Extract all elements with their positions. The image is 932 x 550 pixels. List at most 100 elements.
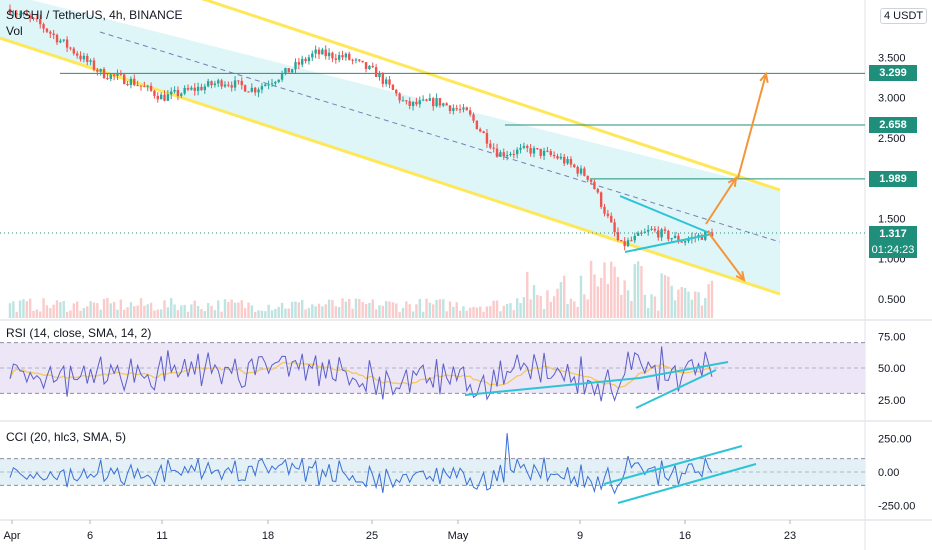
x-tick-label: 23	[784, 530, 796, 542]
candle-body	[200, 86, 203, 91]
volume-bar	[468, 307, 472, 318]
candle-body	[529, 147, 532, 154]
volume-bar	[505, 303, 509, 318]
candle-body	[153, 90, 156, 96]
rsi-label[interactable]: RSI (14, close, SMA, 14, 2)	[6, 326, 152, 340]
candle-body	[384, 79, 388, 84]
volume-bar	[515, 298, 519, 318]
volume-bar	[327, 299, 331, 318]
candle-body	[227, 84, 230, 86]
candle-body	[337, 55, 341, 60]
volume-bar	[75, 301, 79, 318]
volume-bar	[250, 305, 254, 318]
candle-body	[8, 8, 12, 14]
cci-tick-label: 0.00	[878, 467, 899, 479]
volume-bar	[583, 294, 586, 318]
candle-body	[75, 53, 79, 56]
volume-bar	[280, 302, 284, 318]
volume-label[interactable]: Vol	[6, 24, 23, 38]
candle-body	[314, 49, 317, 54]
volume-bar	[650, 294, 653, 318]
candle-body	[515, 149, 519, 155]
volume-bar	[636, 261, 640, 318]
volume-bar	[573, 301, 576, 318]
candle-body	[206, 81, 210, 87]
volume-bar	[707, 284, 710, 318]
price-tick-label: 3.500	[878, 52, 906, 64]
volume-bar	[159, 309, 163, 318]
currency-button[interactable]: 4 USDT	[880, 8, 928, 24]
candle-body	[519, 147, 522, 150]
volume-bar	[230, 299, 233, 318]
price-tick-label: 3.000	[878, 93, 906, 105]
volume-bar	[388, 301, 391, 318]
volume-bar	[290, 301, 294, 318]
candle-body	[546, 150, 549, 152]
triangle-lower-line	[624, 233, 713, 253]
candle-body	[106, 78, 109, 80]
candle-body	[650, 228, 653, 230]
volume-bar	[677, 289, 680, 318]
candle-body	[25, 12, 28, 16]
volume-bar	[69, 310, 72, 318]
volume-bar	[710, 280, 714, 318]
candle-body	[49, 31, 52, 34]
candle-body	[267, 84, 270, 86]
volume-bar	[294, 301, 297, 318]
candle-body	[455, 108, 458, 110]
x-tick-label: May	[448, 530, 469, 542]
candle-body	[210, 81, 213, 86]
volume-bar	[408, 304, 411, 318]
candle-body	[354, 59, 358, 61]
volume-bar	[86, 306, 89, 318]
volume-bar	[418, 299, 421, 318]
candle-body	[566, 159, 569, 164]
volume-bar	[210, 305, 213, 318]
volume-bar	[529, 299, 532, 318]
volume-bar	[79, 310, 82, 318]
candle-body	[45, 28, 49, 32]
volume-bar	[28, 298, 32, 318]
candle-body	[348, 53, 351, 60]
volume-bar	[593, 274, 596, 318]
candle-body	[657, 230, 660, 238]
candle-body	[99, 69, 102, 72]
volume-bar	[96, 303, 99, 318]
candle-body	[522, 145, 526, 148]
volume-bar	[479, 306, 482, 318]
candle-body	[12, 13, 15, 15]
volume-bar	[368, 302, 371, 318]
volume-bar	[334, 306, 338, 318]
candle-body	[599, 192, 603, 207]
volume-bar	[123, 309, 126, 318]
volume-bar	[354, 298, 358, 318]
candle-body	[643, 231, 647, 234]
volume-bar	[15, 311, 18, 318]
candle-body	[280, 73, 284, 80]
volume-bar	[163, 300, 166, 318]
candle-body	[579, 168, 583, 174]
volume-bar	[243, 308, 247, 318]
candle-body	[217, 80, 220, 84]
volume-bar	[166, 307, 170, 318]
candle-body	[603, 206, 606, 214]
candle-body	[102, 69, 106, 79]
volume-bar	[401, 307, 405, 318]
volume-bar	[522, 297, 526, 318]
volume-bar	[314, 306, 317, 318]
volume-bar	[458, 310, 462, 318]
symbol-title[interactable]: SUSHI / TetherUS, 4h, BINANCE	[6, 8, 183, 22]
volume-bar	[589, 260, 593, 318]
candle-body	[620, 240, 623, 242]
x-tick-label: Apr	[3, 530, 20, 542]
volume-bar	[301, 299, 304, 318]
level-badge-3299: 3.299	[869, 65, 917, 81]
candle-body	[243, 85, 247, 92]
candle-body	[28, 15, 32, 18]
candle-body	[667, 230, 670, 240]
candle-body	[536, 148, 539, 150]
candle-body	[677, 235, 680, 242]
candle-body	[438, 98, 442, 106]
cci-label[interactable]: CCI (20, hlc3, SMA, 5)	[6, 430, 127, 444]
